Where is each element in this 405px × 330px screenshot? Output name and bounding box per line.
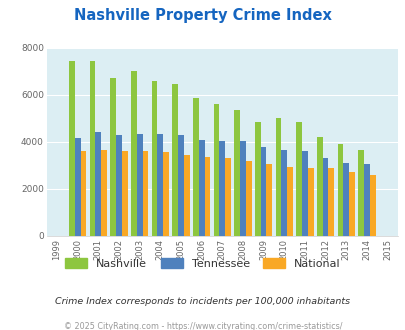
Bar: [101, 150, 107, 236]
Bar: [151, 81, 157, 236]
Bar: [337, 144, 343, 236]
Bar: [95, 132, 101, 236]
Bar: [110, 79, 116, 236]
Bar: [260, 147, 266, 236]
Bar: [369, 175, 375, 236]
Bar: [286, 167, 292, 236]
Bar: [142, 151, 148, 236]
Bar: [198, 140, 204, 236]
Bar: [245, 161, 251, 236]
Bar: [357, 150, 363, 236]
Bar: [281, 150, 286, 236]
Bar: [172, 83, 178, 236]
Bar: [328, 168, 333, 236]
Bar: [178, 135, 183, 236]
Bar: [363, 164, 369, 236]
Bar: [307, 168, 313, 236]
Bar: [275, 118, 281, 236]
Bar: [213, 104, 219, 236]
Bar: [219, 141, 225, 236]
Bar: [157, 134, 163, 236]
Text: © 2025 CityRating.com - https://www.cityrating.com/crime-statistics/: © 2025 CityRating.com - https://www.city…: [64, 322, 341, 330]
Bar: [225, 158, 230, 236]
Bar: [234, 110, 239, 236]
Bar: [183, 155, 189, 236]
Bar: [90, 61, 95, 236]
Bar: [316, 137, 322, 236]
Bar: [296, 122, 301, 236]
Text: Nashville Property Crime Index: Nashville Property Crime Index: [74, 8, 331, 23]
Bar: [239, 141, 245, 236]
Legend: Nashville, Tennessee, National: Nashville, Tennessee, National: [60, 253, 345, 273]
Bar: [348, 173, 354, 236]
Bar: [343, 163, 348, 236]
Bar: [80, 151, 86, 236]
Bar: [254, 122, 260, 236]
Bar: [266, 164, 272, 236]
Text: Crime Index corresponds to incidents per 100,000 inhabitants: Crime Index corresponds to incidents per…: [55, 297, 350, 306]
Bar: [122, 151, 127, 236]
Bar: [131, 71, 136, 236]
Bar: [204, 157, 210, 236]
Bar: [69, 61, 75, 236]
Bar: [136, 134, 142, 236]
Bar: [301, 151, 307, 236]
Bar: [163, 152, 168, 236]
Bar: [192, 98, 198, 236]
Bar: [75, 138, 80, 236]
Bar: [116, 135, 121, 236]
Bar: [322, 158, 328, 236]
